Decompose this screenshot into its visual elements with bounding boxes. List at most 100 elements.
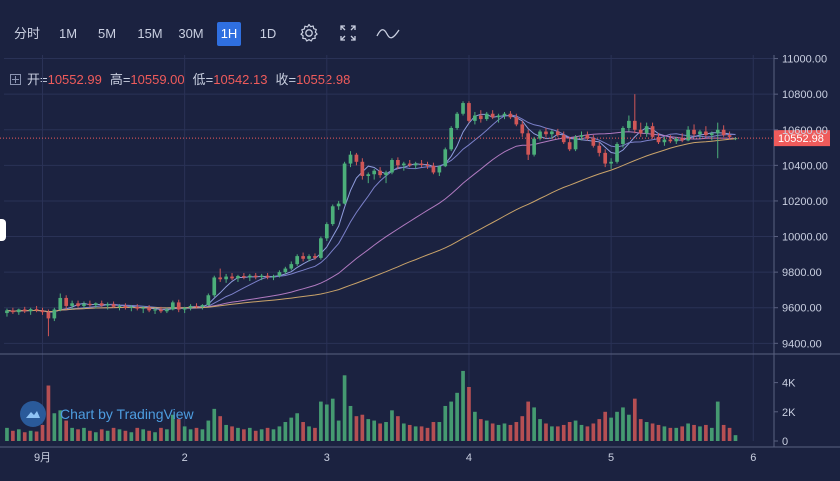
- volume-bar: [22, 432, 27, 441]
- candle: [46, 309, 51, 337]
- volume-bar: [603, 411, 608, 441]
- candle: [473, 111, 477, 125]
- candle: [301, 252, 305, 262]
- candle: [544, 127, 548, 137]
- candle-body: [632, 120, 637, 130]
- candle-body: [555, 131, 560, 136]
- candle: [360, 158, 365, 180]
- volume-bar: [615, 411, 619, 441]
- candle: [247, 273, 252, 282]
- candle-body: [64, 297, 69, 306]
- candle: [64, 295, 69, 310]
- candle-body: [603, 152, 608, 164]
- low-value: 10542.13: [213, 72, 268, 87]
- candle-body: [461, 103, 465, 114]
- volume-bar: [176, 419, 181, 441]
- candle-body: [686, 129, 690, 141]
- candle-body: [627, 120, 631, 128]
- candle-body: [236, 276, 240, 279]
- volume-bar: [662, 426, 667, 441]
- timeframe-1D[interactable]: 1D: [259, 26, 277, 41]
- candle: [561, 131, 566, 144]
- candle: [105, 302, 110, 310]
- volume-bar: [336, 420, 341, 441]
- candle: [496, 113, 501, 123]
- volume-tick-label: 4K: [782, 378, 796, 390]
- candle-body: [354, 154, 359, 162]
- volume-bar: [550, 426, 554, 441]
- timeframe-30M[interactable]: 30M: [178, 26, 204, 41]
- volume-bar: [532, 407, 536, 441]
- candle-body: [242, 276, 246, 278]
- volume-bar: [283, 422, 288, 441]
- moving-average-60: [6, 138, 736, 313]
- volume-bar: [141, 429, 146, 441]
- candle: [265, 273, 270, 280]
- fullscreen-icon[interactable]: [336, 21, 360, 45]
- close-value: 10552.98: [296, 72, 351, 87]
- candle-body: [342, 163, 347, 204]
- candle: [253, 273, 258, 280]
- volume-bar: [11, 430, 15, 441]
- candle: [413, 161, 418, 169]
- candle: [88, 300, 92, 307]
- candle: [52, 307, 57, 322]
- candle-body: [455, 113, 459, 128]
- volume-bar: [638, 419, 643, 441]
- candle-body: [88, 303, 92, 306]
- drawing-panel-toggle[interactable]: [0, 219, 6, 241]
- volume-bar: [295, 413, 300, 441]
- settings-icon[interactable]: [297, 21, 321, 45]
- candle: [277, 270, 282, 278]
- moving-average-10: [6, 114, 736, 313]
- candle: [182, 306, 187, 314]
- candle: [401, 161, 406, 171]
- volume-bar: [704, 424, 708, 441]
- candle: [141, 305, 146, 314]
- candle-body: [443, 149, 448, 167]
- candle-body: [301, 256, 305, 259]
- timeframe-15M[interactable]: 15M: [137, 26, 163, 41]
- timeframe-1M[interactable]: 1M: [58, 26, 78, 41]
- volume-bar: [247, 427, 252, 441]
- candle: [330, 204, 335, 226]
- volume-bar: [46, 385, 51, 441]
- candle: [467, 101, 471, 123]
- candle-body: [366, 174, 371, 177]
- expand-legend-icon[interactable]: [10, 74, 21, 85]
- candle: [307, 254, 311, 262]
- candle-body: [319, 238, 323, 258]
- timeframe-5M[interactable]: 5M: [97, 26, 117, 41]
- volume-bar: [621, 407, 625, 441]
- candle: [621, 126, 625, 148]
- candle: [242, 273, 246, 280]
- candle-body: [129, 306, 134, 308]
- candle: [40, 307, 45, 315]
- candle: [378, 167, 382, 178]
- volume-bar: [401, 423, 406, 441]
- moving-average-5: [6, 113, 736, 313]
- candle-body: [105, 304, 110, 306]
- last-price-tag: [774, 130, 830, 147]
- volume-bar: [555, 426, 560, 441]
- volume-bar: [443, 405, 448, 441]
- volume-bar: [478, 419, 483, 441]
- candle-body: [490, 113, 495, 118]
- volume-bar: [259, 429, 264, 441]
- tradingview-watermark[interactable]: Chart by TradingView: [20, 401, 194, 427]
- candle-body: [200, 305, 205, 307]
- line-chart-icon[interactable]: [375, 21, 400, 45]
- candle-body: [16, 309, 21, 313]
- volume-bar: [212, 408, 217, 441]
- watermark-text: Chart by TradingView: [60, 406, 194, 422]
- candle: [650, 122, 655, 139]
- timeframe-1H[interactable]: 1H: [217, 22, 241, 46]
- timeframe-分时[interactable]: 分时: [13, 26, 40, 41]
- candle-body: [11, 310, 15, 313]
- candle: [686, 126, 690, 142]
- candle-body: [5, 310, 9, 314]
- volume-bar: [413, 426, 418, 441]
- price-tick-label: 10400.00: [782, 160, 828, 172]
- candle: [271, 274, 276, 281]
